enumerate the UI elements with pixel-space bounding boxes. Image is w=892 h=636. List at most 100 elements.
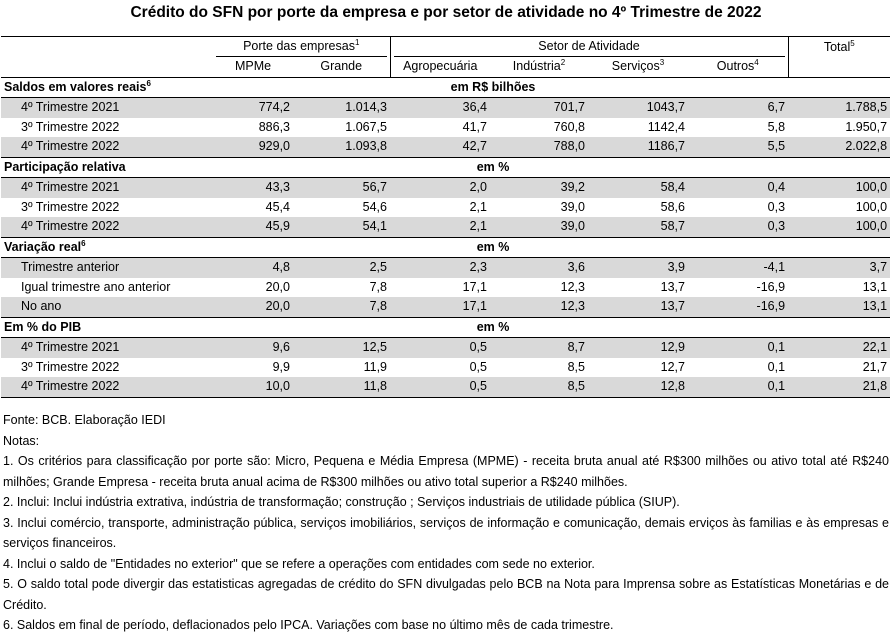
table-cell: 2,1 [390, 217, 490, 238]
table-cell: 1.014,3 [293, 97, 390, 118]
table-cell: 12,3 [490, 297, 588, 318]
table-cell: 2,3 [390, 257, 490, 278]
header-row-groups: Porte das empresas1 Setor de Atividade T… [1, 36, 891, 57]
table-cell: 0,5 [390, 337, 490, 358]
footnote: 3. Inclui comércio, transporte, administ… [3, 515, 889, 551]
table-cell: 886,3 [258, 119, 290, 134]
section-title: Saldos em valores reais6 [1, 77, 213, 98]
table-row: Igual trimestre ano anterior 20,0 7,8 17,1 1… [1, 278, 890, 298]
table-cell: -16,9 [756, 279, 786, 294]
column-header: Grande [293, 57, 390, 78]
table-cell: 1.093,8 [293, 137, 390, 158]
setor-header: Setor de Atividade [389, 36, 789, 57]
table-cell: 12,3 [560, 279, 585, 294]
column-header: Indústria2 [490, 57, 588, 78]
table-cell: 43,3 [213, 177, 293, 198]
table-cell: 45,4 [265, 199, 290, 214]
table-cell: 20,0 [213, 297, 293, 318]
row-label: 4º Trimestre 2021 [1, 97, 213, 118]
table-row: No ano 20,0 7,8 17,1 12,3 13,7 -16,9 13,1 [1, 297, 891, 318]
section-header-row: Participação relativa em % [1, 157, 891, 178]
table-cell: 11,9 [363, 359, 387, 374]
table-cell: 3,9 [588, 257, 688, 278]
table-cell: 0,3 [767, 199, 786, 214]
table-cell: 8,5 [567, 359, 585, 374]
table-cell: 701,7 [490, 97, 588, 118]
table-row: 4º Trimestre 2021 43,3 56,7 2,0 39,2 58,4 0,4 1… [1, 177, 891, 198]
row-label: No ano [1, 297, 213, 318]
table-cell: 1186,7 [588, 137, 688, 158]
notes-list: 1. Os critérios para classificação por p… [3, 451, 889, 636]
section-title: Participação relativa [1, 157, 213, 178]
table-cell: 1.950,7 [845, 119, 888, 134]
table-row: 3º Trimestre 2022 9,9 11,9 0,5 8,5 12,7 0,1 21,… [1, 358, 890, 378]
table-cell: 100,0 [788, 177, 891, 198]
table-cell: 13,7 [588, 297, 688, 318]
table-cell: 21,7 [862, 359, 888, 374]
row-label: Trimestre anterior [1, 257, 213, 278]
table-cell: 13,7 [660, 279, 685, 294]
porte-header: Porte das empresas1 [213, 36, 390, 57]
credit-table: Porte das empresas1 Setor de Atividade T… [1, 36, 891, 398]
section-unit: em % [213, 237, 891, 258]
table-cell: 9,9 [272, 359, 290, 374]
header-row-columns: MPMe Grande Agropecuária Indústria2 Serviços… [1, 57, 891, 78]
table-cell: 1142,4 [647, 119, 685, 134]
table-row: 4º Trimestre 2021 774,2 1.014,3 36,4 701,7 10… [1, 97, 891, 118]
row-label: 4º Trimestre 2022 [1, 217, 213, 238]
table-row: Trimestre anterior 4,8 2,5 2,3 3,6 3,9 -4,1 3,7 [1, 257, 891, 278]
table-cell: 7,8 [369, 279, 387, 294]
table-cell: 21,8 [788, 377, 891, 398]
table-cell: 5,8 [767, 119, 786, 134]
table-cell: 13,1 [788, 297, 891, 318]
row-label: 4º Trimestre 2022 [1, 137, 213, 158]
table-cell: 10,0 [213, 377, 293, 398]
table-cell: 2,0 [390, 177, 490, 198]
table-cell: 36,4 [390, 97, 490, 118]
table-cell: 41,7 [462, 119, 487, 134]
table-cell: 58,4 [588, 177, 688, 198]
footer: Fonte: BCB. Elaboração IEDI Notas: 1. Os… [3, 410, 889, 636]
table-cell: 1.067,5 [345, 119, 387, 134]
table-cell: 1.788,5 [788, 97, 891, 118]
section-unit: em % [213, 157, 891, 178]
table-cell: 12,7 [660, 359, 685, 374]
table-cell: 929,0 [213, 137, 293, 158]
table-cell: 39,2 [490, 177, 588, 198]
section-header-row: Variação real6 em % [1, 237, 891, 258]
table-row: 4º Trimestre 2022 929,0 1.093,8 42,7 788,0 11… [1, 137, 891, 158]
table-cell: 0,1 [767, 359, 786, 374]
table-cell: -16,9 [688, 297, 789, 318]
table-cell: 17,1 [462, 279, 487, 294]
table-cell: 1043,7 [588, 97, 688, 118]
table-cell: 39,0 [560, 199, 585, 214]
section-unit: em R$ bilhões [213, 77, 891, 98]
table-row: 4º Trimestre 2022 45,9 54,1 2,1 39,0 58,7 0,3 1… [1, 217, 891, 238]
table-cell: 0,3 [688, 217, 789, 238]
row-label: 4º Trimestre 2021 [1, 177, 213, 198]
table-cell: 13,1 [862, 279, 888, 294]
total-header: Total5 [787, 36, 891, 57]
row-label: 4º Trimestre 2022 [1, 377, 213, 398]
section-title: Variação real6 [1, 237, 213, 258]
table-cell: 6,7 [688, 97, 789, 118]
footnote: 6. Saldos em final de período, deflacion… [3, 618, 614, 632]
row-label: 3º Trimestre 2022 [21, 199, 120, 214]
table-cell: 0,1 [688, 377, 789, 398]
page-title: Crédito do SFN por porte da empresa e po… [130, 4, 762, 21]
table-cell: 788,0 [490, 137, 588, 158]
table-cell: 100,0 [855, 199, 888, 214]
table-row: 4º Trimestre 2022 10,0 11,8 0,5 8,5 12,8 0,1 21… [1, 377, 891, 398]
section-title: Em % do PIB [1, 317, 213, 338]
table-cell: -4,1 [688, 257, 789, 278]
footnote: 2. Inclui: Inclui indústria extrativa, i… [3, 495, 680, 509]
table-cell: 8,5 [490, 377, 588, 398]
section-unit: em % [213, 317, 891, 338]
footnote: 1. Os critérios para classificação por p… [3, 454, 889, 489]
column-header: MPMe [213, 57, 293, 78]
notes-title: Notas: [3, 433, 40, 448]
table-cell: 774,2 [213, 97, 293, 118]
table-row: 3º Trimestre 2022 886,3 1.067,5 41,7 760,8 11… [1, 118, 890, 138]
table-cell: 45,9 [213, 217, 293, 238]
row-label: 3º Trimestre 2022 [21, 359, 120, 374]
